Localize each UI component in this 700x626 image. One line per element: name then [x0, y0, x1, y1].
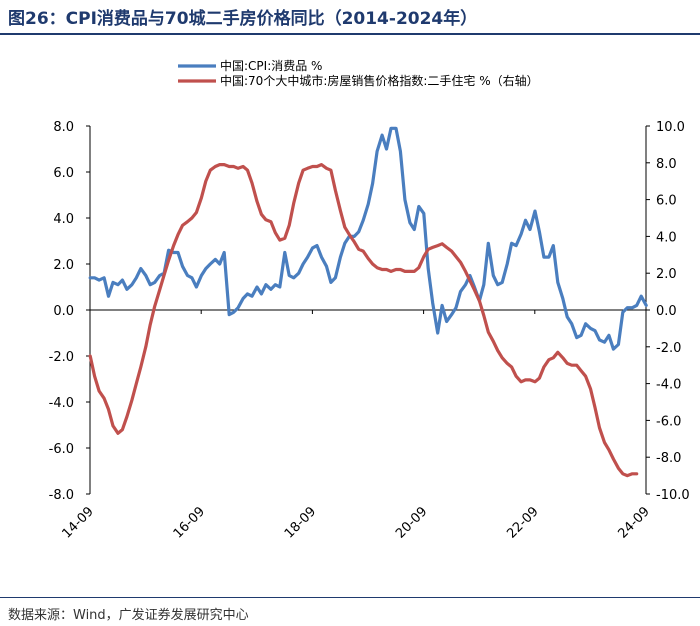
source-note: 数据来源：Wind，广发证券发展研究中心: [8, 608, 249, 623]
y-left-tick-label: -2.0: [49, 350, 74, 365]
x-tick-label: 24-09: [616, 504, 653, 541]
y-right-tick-label: 8.0: [656, 157, 677, 172]
y-right-tick-label: -2.0: [656, 341, 681, 356]
footer-divider: [0, 597, 700, 598]
x-tick-label: 22-09: [504, 504, 541, 541]
y-left-tick-label: -6.0: [49, 442, 74, 457]
x-tick-label: 14-09: [60, 504, 97, 541]
y-left-tick-label: -4.0: [49, 396, 74, 411]
y-left-tick-label: 4.0: [53, 212, 74, 227]
legend-label-cpi: 中国:CPI:消费品 %: [220, 58, 322, 73]
y-left-tick-label: 8.0: [53, 120, 74, 135]
x-tick-label: 18-09: [282, 504, 319, 541]
y-right-tick-label: 0.0: [656, 304, 677, 319]
y-right-tick-label: -8.0: [656, 451, 681, 466]
y-left-tick-label: 2.0: [53, 258, 74, 273]
y-right-tick-label: -4.0: [656, 378, 681, 393]
y-left-tick-label: 6.0: [53, 166, 74, 181]
title-divider: [0, 33, 700, 35]
cpi-series-line: [88, 126, 648, 351]
y-left-tick-label: -8.0: [49, 488, 74, 503]
chart-legend: 中国:CPI:消费品 %中国:70个大中城市:房屋销售价格指数:二手住宅 %（右…: [178, 58, 539, 88]
legend-label-house: 中国:70个大中城市:房屋销售价格指数:二手住宅 %（右轴）: [220, 73, 539, 88]
y-right-tick-label: -6.0: [656, 414, 681, 429]
y-right-tick-label: 2.0: [656, 267, 677, 282]
house-price-series-line: [88, 163, 639, 478]
x-tick-label: 16-09: [171, 504, 208, 541]
y-right-tick-label: 4.0: [656, 230, 677, 245]
chart-series: [88, 126, 648, 478]
page-title: 图26：CPI消费品与70城二手房价格同比（2014-2024年）: [8, 9, 478, 29]
y-right-tick-label: -10.0: [656, 488, 690, 503]
y-right-tick-label: 10.0: [656, 120, 685, 135]
x-tick-label: 20-09: [393, 504, 430, 541]
y-right-tick-label: 6.0: [656, 194, 677, 209]
y-left-tick-label: 0.0: [53, 304, 74, 319]
chart: 8.0 6.0 4.0 2.0 0.0 -2.0 -4.0 -6.0 -8.0 10.0 8.0 6.…: [49, 58, 690, 542]
